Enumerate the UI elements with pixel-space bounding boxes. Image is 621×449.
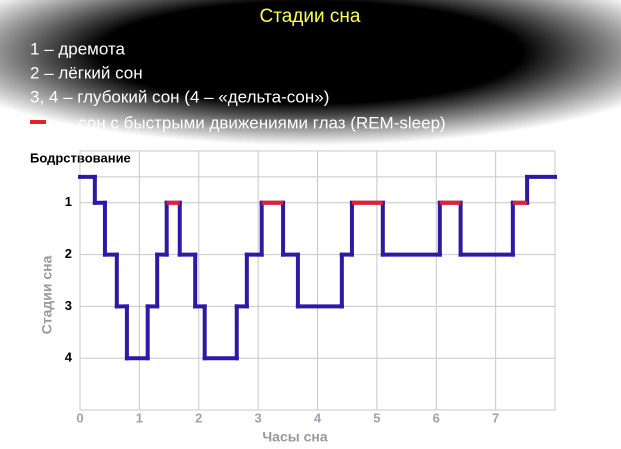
note: 2 – лёгкий сон bbox=[30, 63, 143, 82]
y-tick-label: 4 bbox=[65, 350, 73, 365]
note: 1 – дремота bbox=[30, 39, 126, 58]
x-tick-label: 7 bbox=[492, 410, 499, 425]
x-tick-label: 4 bbox=[314, 410, 322, 425]
y-tick-label: 3 bbox=[65, 298, 72, 313]
x-tick-label: 0 bbox=[76, 410, 83, 425]
x-axis-label: Часы сна bbox=[262, 429, 327, 445]
x-tick-label: 6 bbox=[433, 410, 440, 425]
y-tick-label: 2 bbox=[65, 246, 72, 261]
x-tick-label: 5 bbox=[373, 410, 380, 425]
y-tick-label: 1 bbox=[65, 194, 72, 209]
y-axis-label: Стадии сна bbox=[39, 255, 55, 334]
x-tick-label: 2 bbox=[195, 410, 202, 425]
plot-frame bbox=[79, 150, 556, 411]
chart-title: Стадии сна bbox=[260, 6, 361, 27]
banner bbox=[0, 0, 621, 150]
legend-label: – сон с быстрыми движениями глаз (REM-sl… bbox=[64, 113, 446, 132]
note: 3, 4 – глубокий сон (4 – «дельта-сон») bbox=[30, 87, 329, 106]
x-tick-label: 3 bbox=[255, 410, 262, 425]
x-tick-label: 1 bbox=[136, 410, 143, 425]
